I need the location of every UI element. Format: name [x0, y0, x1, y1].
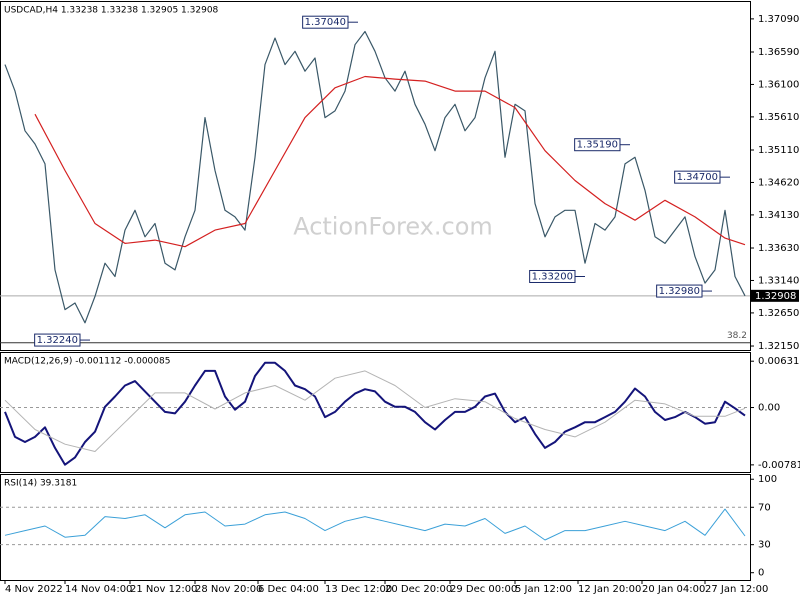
annotation: 1.33200	[529, 269, 585, 283]
y-tick-label: 0.006315	[758, 356, 800, 367]
y-tick-label: 0.00	[758, 403, 780, 414]
y-tick-label: 0	[758, 568, 764, 579]
annotation: 1.32240	[34, 333, 90, 347]
watermark: ActionForex.com	[293, 213, 493, 241]
y-tick-label: 1.32650	[758, 308, 799, 319]
annotation: 1.35190	[574, 138, 630, 152]
annotation-label: 1.34700	[677, 172, 718, 183]
x-tick-label: 6 Dec 04:00	[258, 584, 319, 595]
x-tick-label: 20 Jan 04:00	[642, 584, 705, 595]
y-tick-label: 30	[758, 540, 771, 551]
x-tick-label: 4 Nov 2022	[5, 584, 63, 595]
x-tick-label: 29 Dec 00:00	[450, 584, 517, 595]
x-tick-label: 13 Dec 12:00	[325, 584, 392, 595]
y-tick-label: 70	[758, 502, 771, 513]
annotation: 1.37040	[302, 15, 358, 29]
y-tick-label: 1.37090	[758, 14, 799, 25]
panel-title: USDCAD,H4 1.33238 1.33238 1.32905 1.3290…	[4, 6, 219, 16]
x-tick-label: 14 Nov 04:00	[65, 584, 132, 595]
y-tick-label: 1.34620	[758, 177, 799, 188]
y-tick-label: -0.007818	[758, 460, 800, 471]
y-tick-label: 1.33140	[758, 275, 799, 286]
annotation-label: 1.32980	[659, 286, 700, 297]
series-line	[4, 508, 746, 541]
y-tick-label: 100	[758, 474, 777, 485]
panel-frame	[0, 474, 751, 581]
last-price-label: 1.32908	[755, 291, 796, 302]
series-line	[4, 370, 746, 452]
y-tick-label: 1.35110	[758, 145, 799, 156]
y-tick-label: 1.34130	[758, 210, 799, 221]
panel-frame	[0, 352, 751, 473]
x-tick-label: 21 Nov 12:00	[130, 584, 197, 595]
annotation-label: 1.37040	[305, 17, 346, 28]
panel-title: RSI(14) 39.3181	[4, 479, 77, 489]
panel-frame	[0, 1, 751, 351]
x-tick-label: 28 Nov 20:00	[195, 584, 262, 595]
x-tick-label: 12 Jan 20:00	[578, 584, 641, 595]
x-tick-label: 20 Dec 20:00	[385, 584, 452, 595]
annotation-label: 1.35190	[577, 140, 618, 151]
y-tick-label: 1.36100	[758, 79, 799, 90]
series-line	[4, 361, 746, 466]
x-tick-label: 5 Jan 12:00	[515, 584, 572, 595]
annotation-label: 1.33200	[532, 271, 573, 282]
series-line	[34, 75, 746, 248]
y-tick-label: 1.35610	[758, 112, 799, 123]
panel-title: MACD(12,26,9) -0.001112 -0.000085	[4, 357, 170, 367]
annotation-label: 1.32240	[37, 335, 78, 346]
fib-label: 38.2	[727, 331, 747, 341]
y-tick-label: 1.32150	[758, 341, 799, 352]
last-price-box	[751, 289, 799, 302]
x-tick-label: 27 Jan 12:00	[705, 584, 768, 595]
annotation: 1.32980	[656, 284, 712, 298]
y-tick-label: 1.33630	[758, 243, 799, 254]
y-tick-label: 1.36590	[758, 47, 799, 58]
annotation: 1.34700	[674, 170, 730, 184]
series-line	[4, 30, 746, 324]
